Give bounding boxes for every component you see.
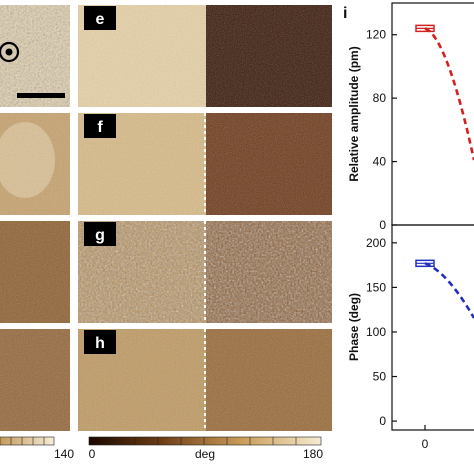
panel-label-g: g	[95, 227, 105, 244]
panel-h: h	[78, 329, 332, 431]
phase-y-ticks: 0 50 100 150 200	[366, 236, 397, 428]
marker-dot-icon	[5, 48, 13, 56]
panel-label-box-h	[84, 330, 116, 354]
phase-ylabel: Phase (deg)	[347, 293, 361, 361]
phase-chart: Phase (deg) 0 50 100 150 200 0	[347, 224, 474, 451]
phase-ytick-label: 100	[366, 325, 386, 339]
panel-label-box-e	[84, 6, 116, 30]
phase-ytick-label: 200	[366, 236, 386, 250]
phase-ytick-label: 150	[366, 280, 386, 294]
map-left-row2	[0, 113, 70, 215]
map-left-row4	[0, 329, 70, 431]
panel-g: g	[78, 221, 332, 323]
panel-e: e	[78, 5, 332, 107]
colorbar-left: 140	[0, 436, 74, 461]
phase-ytick-label: 0	[379, 414, 386, 428]
amplitude-y-ticks: 0 40 80 120	[366, 28, 397, 232]
panel-label-h: h	[95, 335, 105, 352]
amplitude-series	[415, 24, 474, 161]
panel-label-i: i	[343, 5, 347, 22]
amplitude-ytick-label: 120	[366, 28, 386, 42]
panel-label-box-f	[84, 114, 116, 138]
panel-f: f	[78, 113, 332, 215]
amplitude-chart: Relative amplitude (pm) 0 40 80 120	[347, 2, 474, 232]
colorbar-left-max: 140	[54, 447, 74, 461]
map-left-row1	[0, 5, 70, 107]
amplitude-ytick-label: 40	[373, 155, 387, 169]
panel-label-f: f	[97, 119, 103, 136]
map-left-row3	[0, 221, 70, 323]
colorbar-right-max: 180	[303, 447, 323, 461]
phase-xtick-label: 0	[422, 437, 429, 451]
phase-fit-line	[424, 262, 474, 319]
amplitude-fit-line	[424, 27, 474, 161]
colorbar-right-min: 0	[89, 447, 96, 461]
phase-ytick-label: 50	[373, 370, 387, 384]
marker-circle-icon	[0, 41, 20, 63]
colorbar-right-unit: deg	[195, 447, 215, 461]
left-map-column	[0, 5, 70, 431]
phase-x-ticks: 0	[422, 425, 429, 451]
phase-series	[415, 259, 474, 319]
amplitude-ytick-label: 80	[373, 91, 387, 105]
colorbar-right: 0 deg 180	[89, 436, 323, 461]
amplitude-ytick-label: 0	[379, 218, 386, 232]
amplitude-ylabel: Relative amplitude (pm)	[347, 46, 361, 181]
panel-label-box-g	[84, 222, 116, 246]
phase-plot-frame	[391, 224, 474, 431]
panel-label-e: e	[96, 11, 105, 28]
scale-bar	[17, 93, 65, 98]
